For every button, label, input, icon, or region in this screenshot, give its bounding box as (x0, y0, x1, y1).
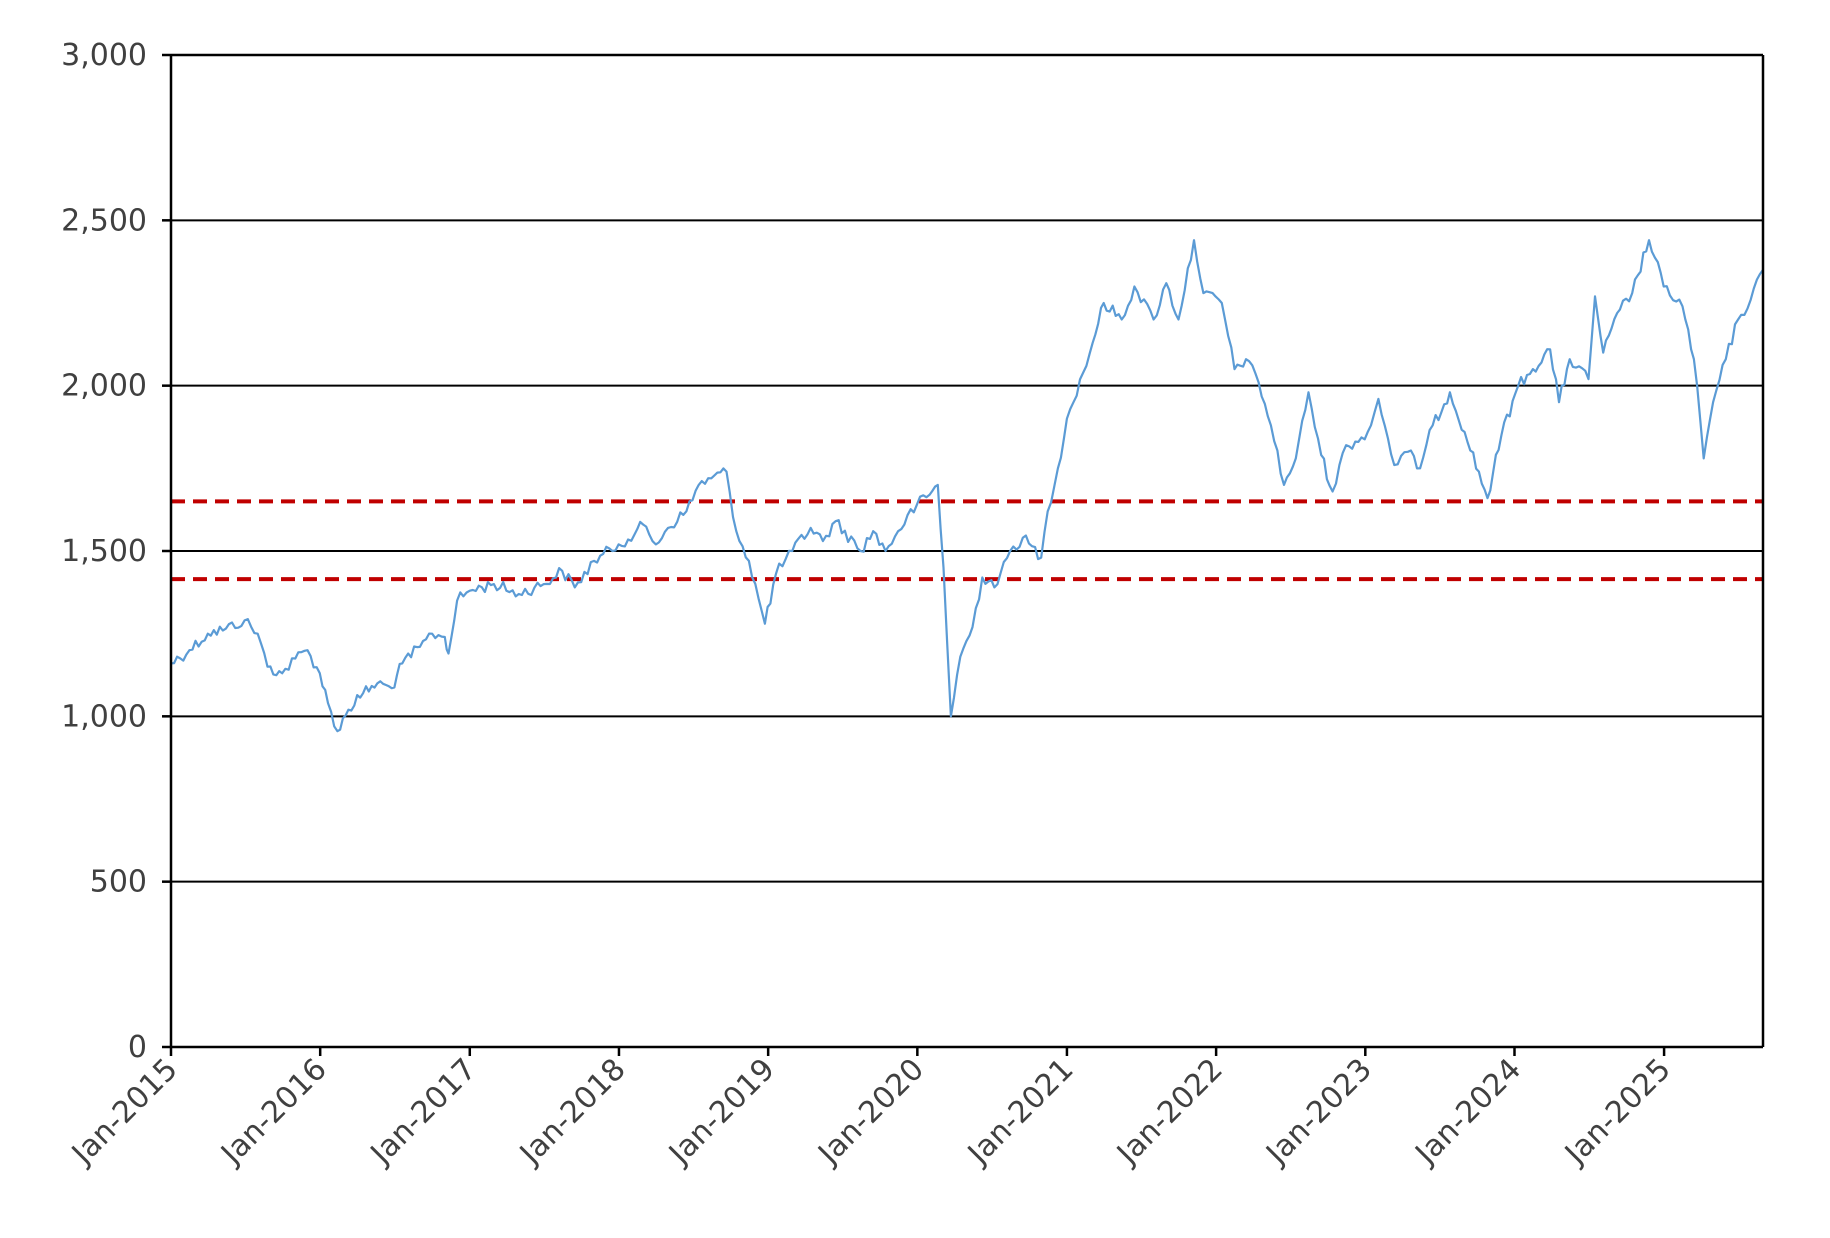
reference-lines (171, 499, 1763, 582)
x-tick-label: Jan-2016 (213, 1052, 334, 1173)
x-tick-label: Jan-2021 (960, 1052, 1081, 1173)
series-layer (170, 239, 1764, 733)
y-tick-label: 1,000 (61, 699, 147, 734)
x-tick-label: Jan-2024 (1408, 1052, 1529, 1173)
x-tick-label: Jan-2022 (1109, 1052, 1230, 1173)
y-tick-label: 0 (128, 1030, 147, 1065)
gridlines (171, 54, 1763, 883)
y-tick-label: 500 (90, 865, 147, 900)
x-tick-label: Jan-2015 (64, 1052, 185, 1173)
x-tick-label: Jan-2018 (512, 1052, 633, 1173)
x-tick-label: Jan-2023 (1258, 1052, 1379, 1173)
y-tick-label: 3,000 (61, 38, 147, 73)
x-tick-label: Jan-2025 (1557, 1052, 1678, 1173)
axes (162, 53, 1765, 1056)
x-tick-label: Jan-2020 (810, 1052, 931, 1173)
series-line (170, 239, 1764, 733)
x-tick-labels: Jan-2015 Jan-2016 Jan-2017 Jan-2018 Jan-2019… (64, 1052, 1678, 1173)
x-tick-label: Jan-2017 (363, 1052, 484, 1173)
y-tick-label: 2,500 (61, 203, 147, 238)
x-tick-label: Jan-2019 (661, 1052, 782, 1173)
y-tick-labels: 0 500 1,000 1,500 2,000 2,500 3,000 (61, 38, 147, 1065)
y-tick-label: 1,500 (61, 534, 147, 569)
y-tick-label: 2,000 (61, 369, 147, 404)
